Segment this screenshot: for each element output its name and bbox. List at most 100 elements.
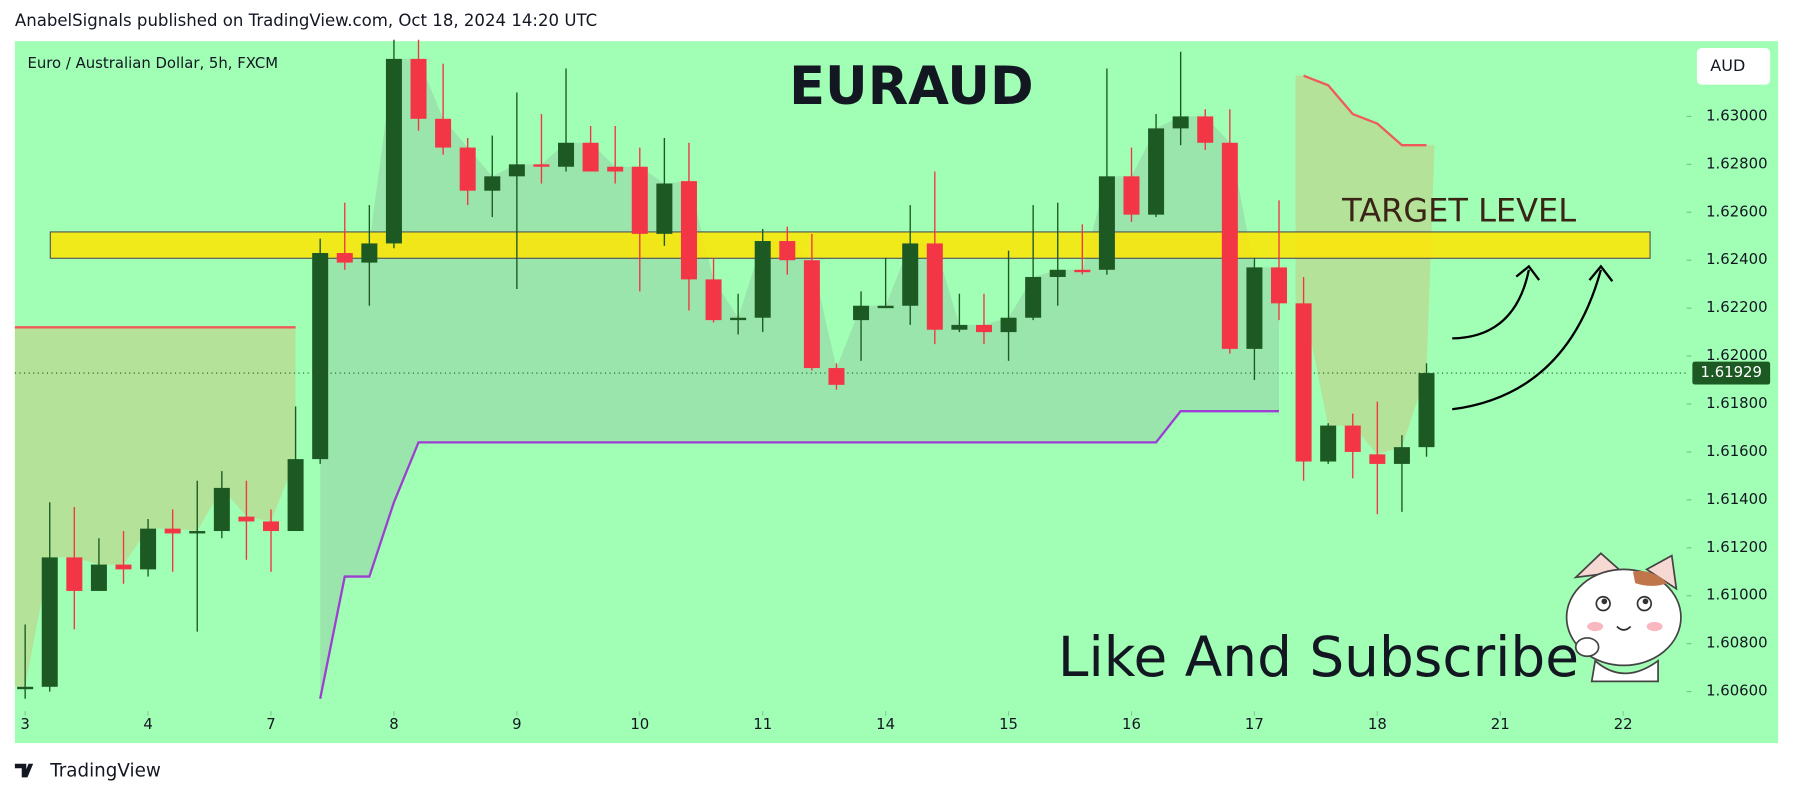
- indicator-area: [14, 327, 296, 687]
- x-tick-label: 22: [1614, 715, 1633, 733]
- indicator-line: [319, 410, 1279, 700]
- candle-body: [975, 324, 992, 333]
- candle-body: [435, 118, 452, 148]
- x-tick-label: 9: [512, 715, 521, 733]
- y-tick-label: 1.62200: [1706, 298, 1767, 316]
- y-tick-label: 1.62000: [1706, 346, 1767, 364]
- candle-body: [1270, 267, 1288, 304]
- last-price-label: 1.61929: [1701, 363, 1762, 381]
- candle-body: [1172, 116, 1189, 129]
- candle-body: [1049, 269, 1066, 277]
- candle-body: [705, 279, 722, 321]
- y-tick-label: 1.60800: [1706, 634, 1767, 652]
- candle-body: [902, 243, 919, 306]
- footer-logo: [14, 763, 34, 778]
- candle-body: [17, 686, 34, 690]
- candle-body: [1344, 425, 1361, 452]
- candle-body: [533, 164, 550, 167]
- candle-body: [189, 531, 206, 534]
- arrow-curve: [1452, 269, 1602, 411]
- y-tick-label: 1.61200: [1706, 538, 1767, 556]
- candle-body: [1197, 116, 1214, 143]
- candle-body: [828, 368, 845, 385]
- x-tick-label: 3: [20, 715, 29, 733]
- cat-sticker: [1565, 552, 1682, 683]
- candle-body: [140, 528, 157, 570]
- last-price-box: [1692, 361, 1771, 385]
- candle-body: [1123, 176, 1140, 215]
- candle-body: [1393, 447, 1410, 464]
- candle-body: [385, 58, 402, 244]
- x-tick-label: 16: [1122, 715, 1141, 733]
- x-tick-label: 8: [389, 715, 398, 733]
- x-tick-label: 17: [1245, 715, 1264, 733]
- candle-body: [1418, 373, 1435, 448]
- candle-body: [213, 487, 230, 532]
- indicator-area: [320, 58, 1279, 699]
- candle-body: [66, 557, 83, 591]
- chart-background: [14, 41, 1779, 744]
- arrow-head: [1588, 264, 1614, 282]
- candle-body: [312, 253, 329, 460]
- candle-body: [115, 564, 132, 570]
- currency-label: AUD: [1710, 56, 1745, 75]
- indicator-area: [1295, 75, 1435, 455]
- y-tick-label: 1.63000: [1706, 106, 1767, 124]
- x-tick-label: 21: [1491, 715, 1510, 733]
- candle-body: [656, 183, 673, 234]
- chart-subtitle: Euro / Australian Dollar, 5h, FXCM: [27, 54, 278, 72]
- y-tick-label: 1.61000: [1706, 586, 1767, 604]
- y-tick-label: 1.62800: [1706, 154, 1767, 172]
- candle-body: [263, 521, 280, 532]
- candle-body: [41, 557, 58, 687]
- x-tick-label: 4: [143, 715, 152, 733]
- y-tick-label: 1.61400: [1706, 490, 1767, 508]
- y-tick-label: 1.62600: [1706, 202, 1767, 220]
- y-tick-label: 1.62400: [1706, 250, 1767, 268]
- candle-body: [459, 147, 476, 191]
- candle-body: [607, 166, 624, 172]
- candle-body: [1295, 303, 1312, 462]
- candle-body: [410, 58, 427, 119]
- candle-body: [631, 166, 648, 234]
- x-tick-label: 18: [1368, 715, 1387, 733]
- candle-body: [90, 564, 107, 591]
- chart-title: EURAUD: [789, 56, 1034, 117]
- y-tick-label: 1.61800: [1706, 394, 1767, 412]
- candle-body: [508, 164, 525, 177]
- subscribe-text: Like And Subscribe: [1058, 625, 1579, 689]
- candle-body: [1320, 425, 1337, 462]
- y-tick-label: 1.61600: [1706, 442, 1767, 460]
- candle-body: [238, 516, 255, 522]
- arrow-curve: [1452, 269, 1530, 340]
- candle-body: [1098, 176, 1115, 270]
- target-label: TARGET LEVEL: [1341, 192, 1576, 230]
- candle-body: [558, 142, 575, 167]
- candle-body: [779, 241, 796, 261]
- candle-body: [336, 253, 353, 263]
- x-tick-label: 11: [753, 715, 772, 733]
- candle-body: [484, 176, 501, 191]
- candle-body: [926, 243, 943, 330]
- candle-body: [730, 317, 747, 321]
- candle-body: [1074, 269, 1091, 273]
- candle-body: [680, 181, 697, 280]
- candle-body: [287, 459, 304, 532]
- target-band: [49, 231, 1651, 259]
- indicator-line: [1303, 74, 1427, 147]
- candle-body: [803, 260, 820, 369]
- arrow-head: [1515, 264, 1541, 281]
- candle-body: [951, 324, 968, 330]
- candle-body: [1000, 317, 1017, 333]
- candle-body: [1246, 267, 1263, 349]
- candle-body: [361, 243, 378, 263]
- x-tick-label: 14: [876, 715, 895, 733]
- x-tick-label: 15: [999, 715, 1018, 733]
- candle-body: [877, 305, 894, 309]
- footer: TradingView: [49, 761, 161, 782]
- candle-body: [164, 528, 181, 534]
- candle-body: [1221, 142, 1238, 349]
- y-tick-label: 1.60600: [1706, 682, 1767, 700]
- header: AnabelSignals published on TradingView.c…: [15, 11, 597, 30]
